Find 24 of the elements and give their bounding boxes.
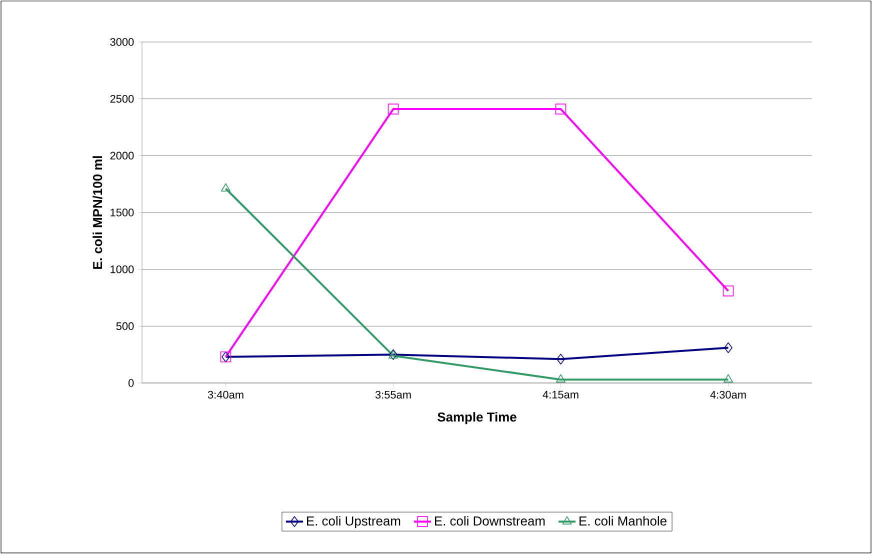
y-tick-label: 2000 bbox=[110, 152, 134, 160]
y-tick-label: 1500 bbox=[110, 208, 134, 216]
x-tick-label: 3:55am bbox=[375, 390, 411, 399]
y-tick-label: 500 bbox=[116, 322, 134, 330]
point bbox=[221, 183, 230, 192]
point bbox=[722, 286, 734, 296]
point bbox=[555, 104, 566, 114]
point bbox=[724, 374, 733, 382]
y-axis-title: E. coli MPN/100 ml bbox=[92, 156, 102, 269]
point bbox=[724, 342, 732, 354]
legend-label: E. coli Upstream bbox=[307, 516, 400, 528]
y-tick-label: 3000 bbox=[110, 38, 134, 46]
point bbox=[556, 354, 565, 365]
point bbox=[388, 104, 399, 114]
y-tick-label: 1000 bbox=[110, 265, 134, 274]
point bbox=[556, 374, 566, 382]
x-tick-label: 4:30am bbox=[710, 390, 746, 399]
x-tick-label: 4:15am bbox=[542, 390, 578, 398]
x-axis-title: Sample Time bbox=[438, 412, 516, 424]
y-tick-label: 2500 bbox=[110, 94, 134, 103]
y-tick-label: 0 bbox=[128, 379, 134, 387]
x-tick-label: 3:40am bbox=[208, 390, 244, 399]
legend-label: E. coli Downstream bbox=[435, 516, 545, 526]
legend-label: E. coli Manhole bbox=[580, 516, 666, 526]
